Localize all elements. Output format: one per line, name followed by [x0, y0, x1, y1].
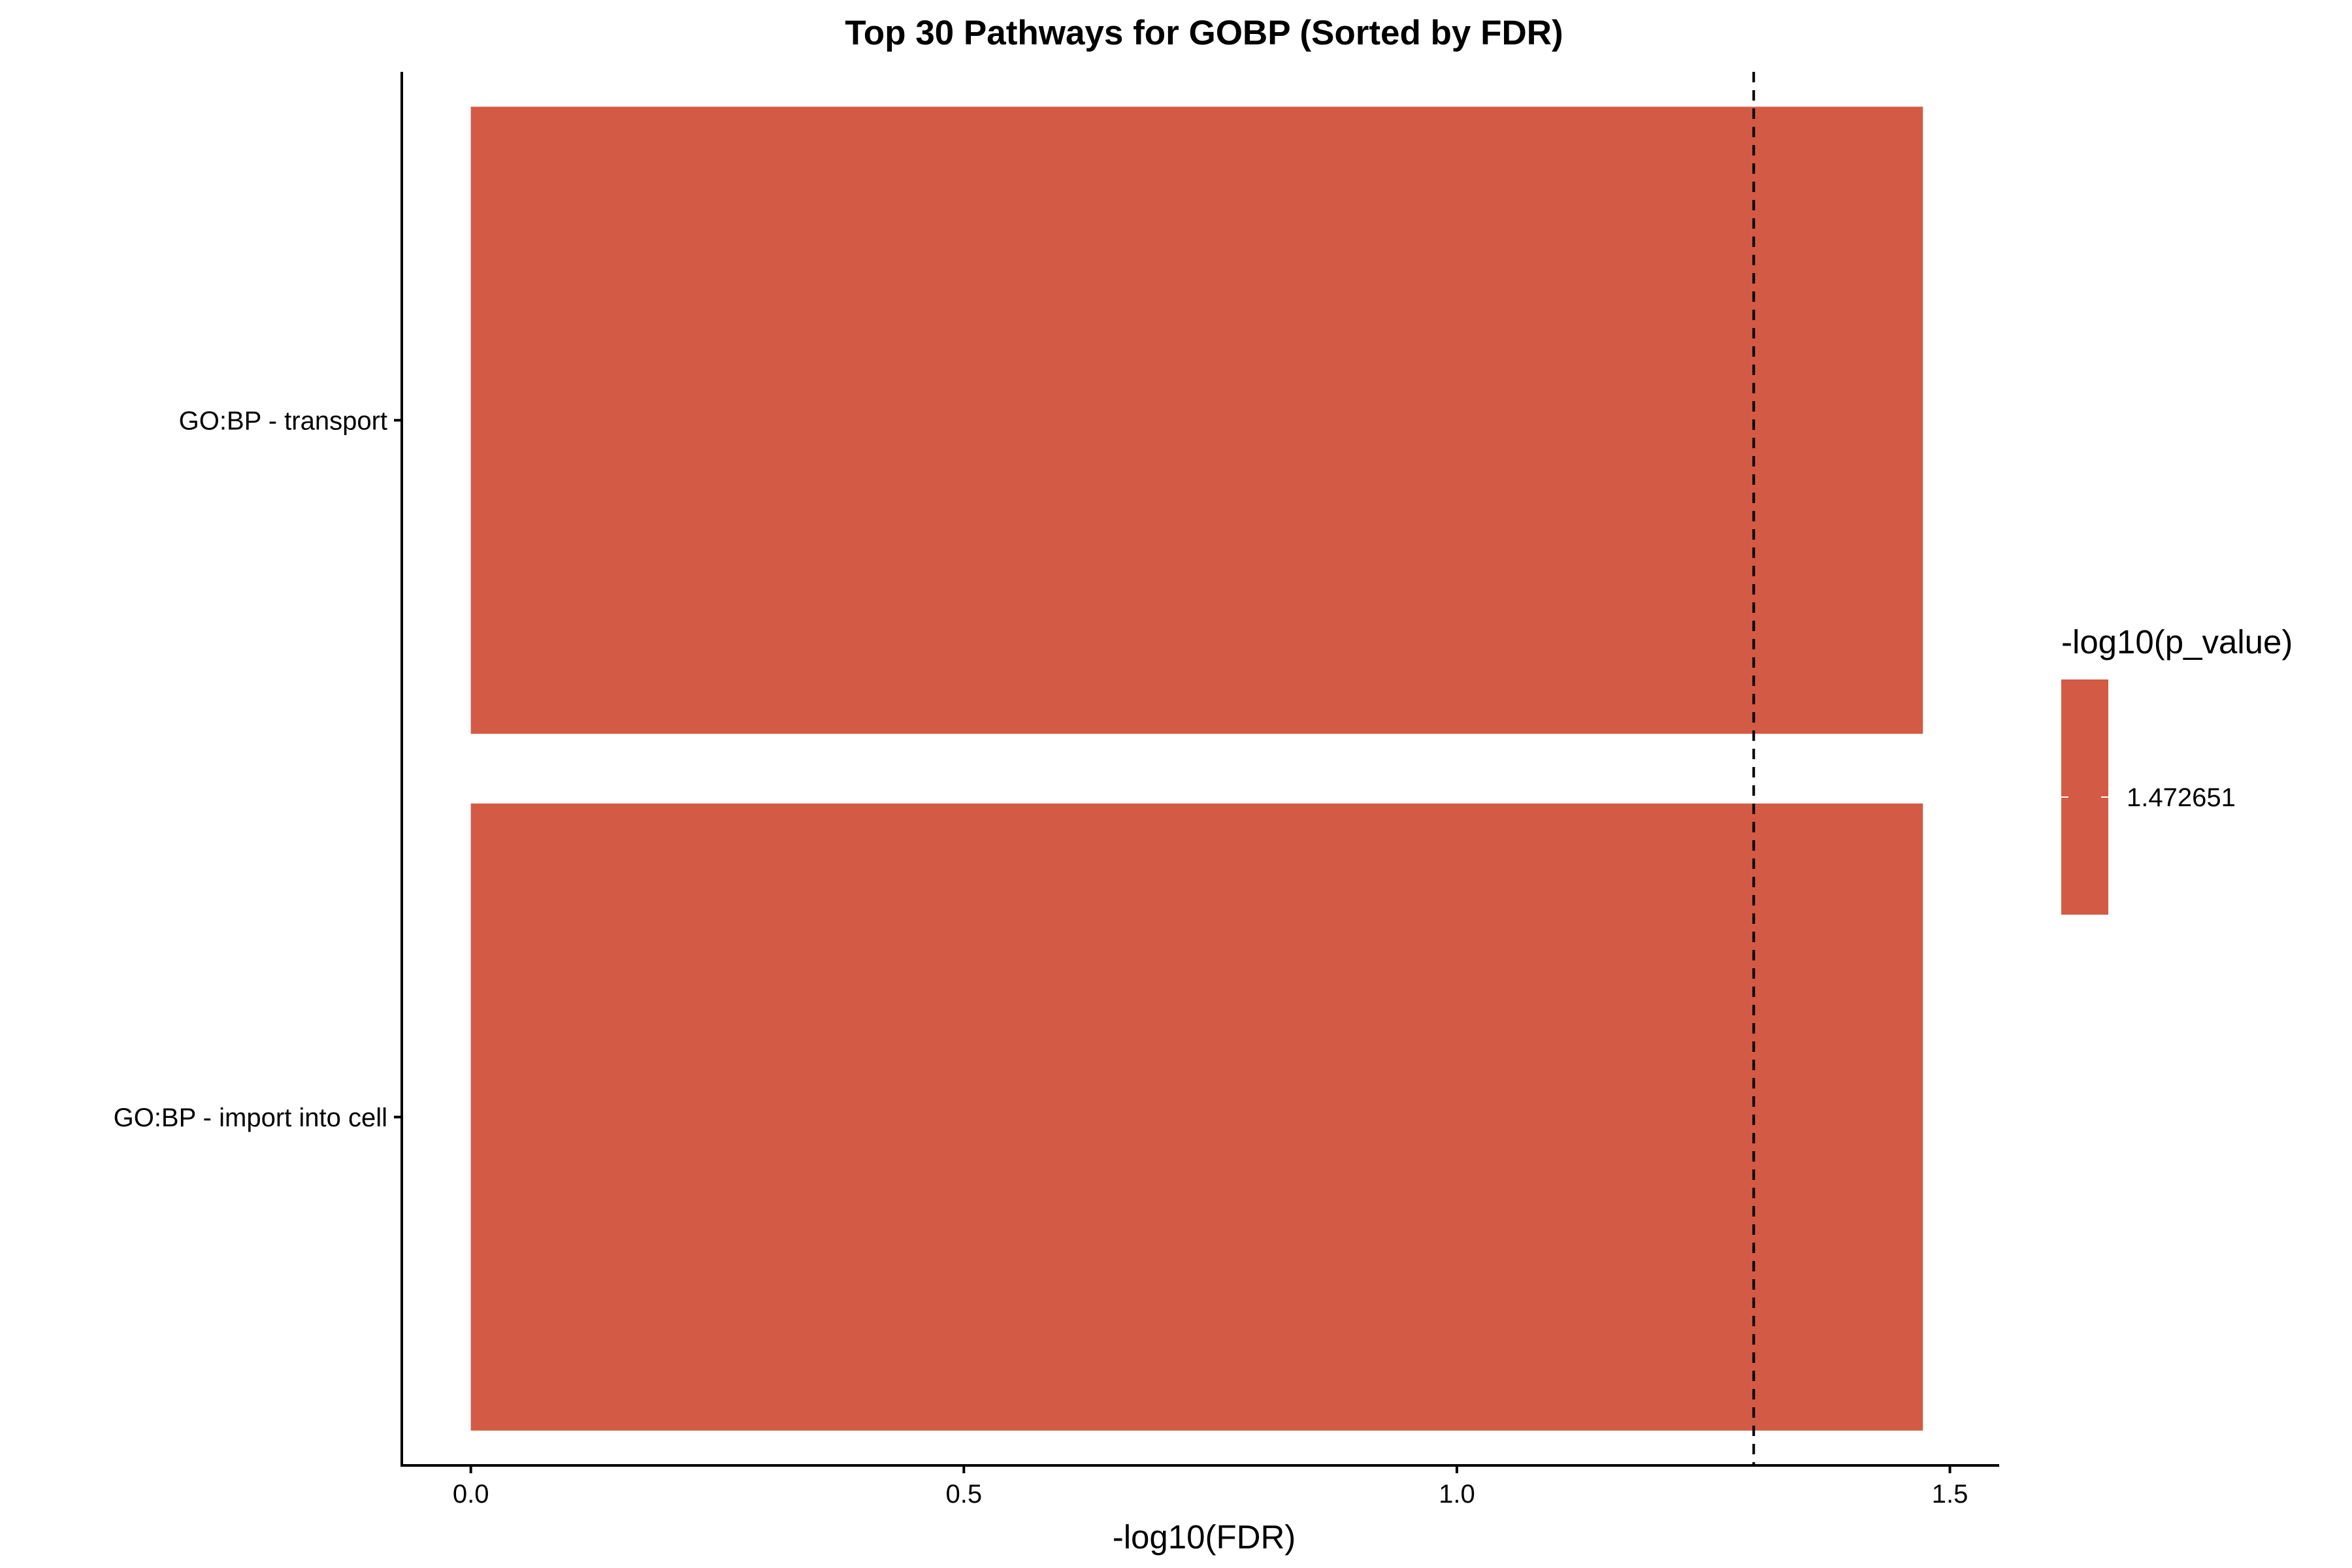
legend-title: -log10(p_value): [2061, 623, 2293, 661]
y-tick-label-1: GO:BP - import into cell: [114, 1103, 387, 1132]
chart-title: Top 30 Pathways for GOBP (Sorted by FDR): [845, 14, 1563, 52]
x-tick-label-3: 1.5: [1932, 1480, 1968, 1509]
legend-label: 1.472651: [2127, 783, 2236, 812]
x-axis-title: -log10(FDR): [1113, 1518, 1296, 1556]
axes-layer: [400, 72, 1999, 1467]
bars-layer: [470, 106, 1923, 1431]
x-tick-label-0: 0.0: [453, 1480, 489, 1509]
legend: -log10(p_value) 1.472651: [2061, 623, 2293, 915]
legend-color-bar: [2061, 679, 2108, 915]
y-tick-label-0: GO:BP - transport: [179, 406, 387, 435]
bar-1: [470, 803, 1923, 1431]
ticks-layer: GO:BP - transport GO:BP - import into cel…: [114, 406, 1968, 1509]
x-tick-label-2: 1.0: [1439, 1480, 1475, 1509]
x-tick-label-1: 0.5: [945, 1480, 982, 1509]
bar-0: [470, 106, 1923, 734]
